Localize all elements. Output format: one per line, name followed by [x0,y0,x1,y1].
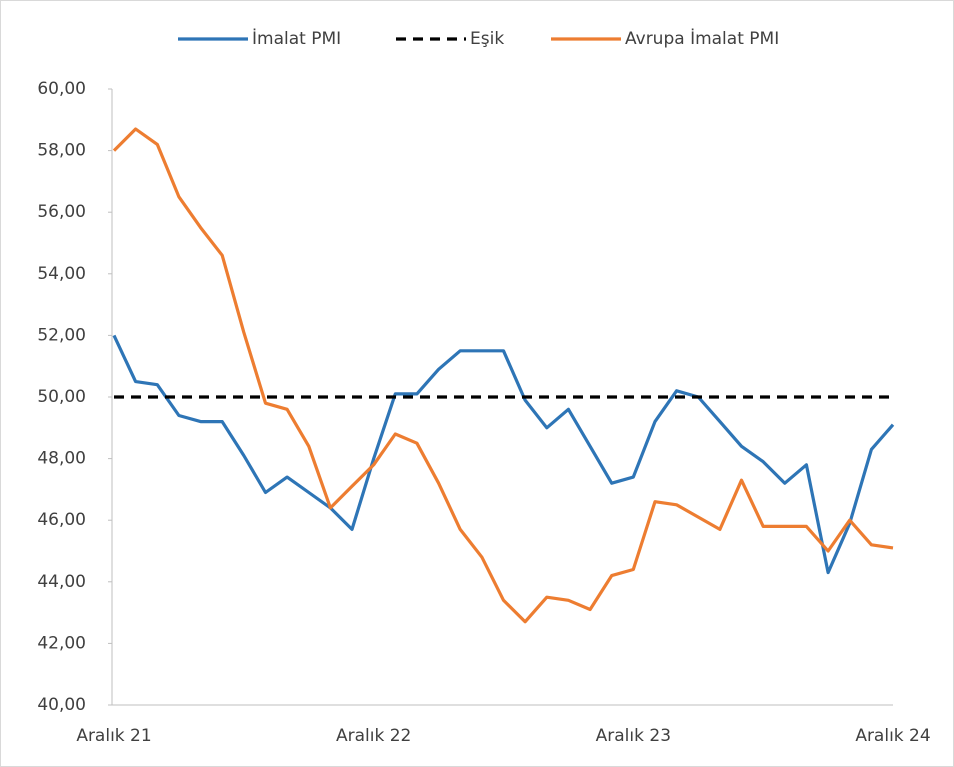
y-tick-label: 60,00 [37,79,86,99]
y-tick-label: 46,00 [37,510,86,530]
x-tick-label: Aralık 22 [336,726,411,746]
y-tick-label: 54,00 [37,264,86,284]
y-tick-label: 42,00 [37,633,86,653]
legend-label: Eşik [470,29,504,49]
y-tick-label: 48,00 [37,449,86,469]
series-line [112,334,895,575]
legend-label: İmalat PMI [252,28,341,49]
x-tick-label: Aralık 24 [855,726,930,746]
x-tick-label: Aralık 21 [76,726,151,746]
y-tick-label: 40,00 [37,695,86,715]
y-tick-label: 52,00 [37,325,86,345]
legend-label: Avrupa İmalat PMI [625,28,779,49]
series-line [112,127,894,624]
y-tick-label: 58,00 [37,141,86,161]
y-tick-label: 44,00 [37,572,86,592]
y-tick-label: 50,00 [37,387,86,407]
x-tick-label: Aralık 23 [596,726,671,746]
y-tick-label: 56,00 [37,202,86,222]
